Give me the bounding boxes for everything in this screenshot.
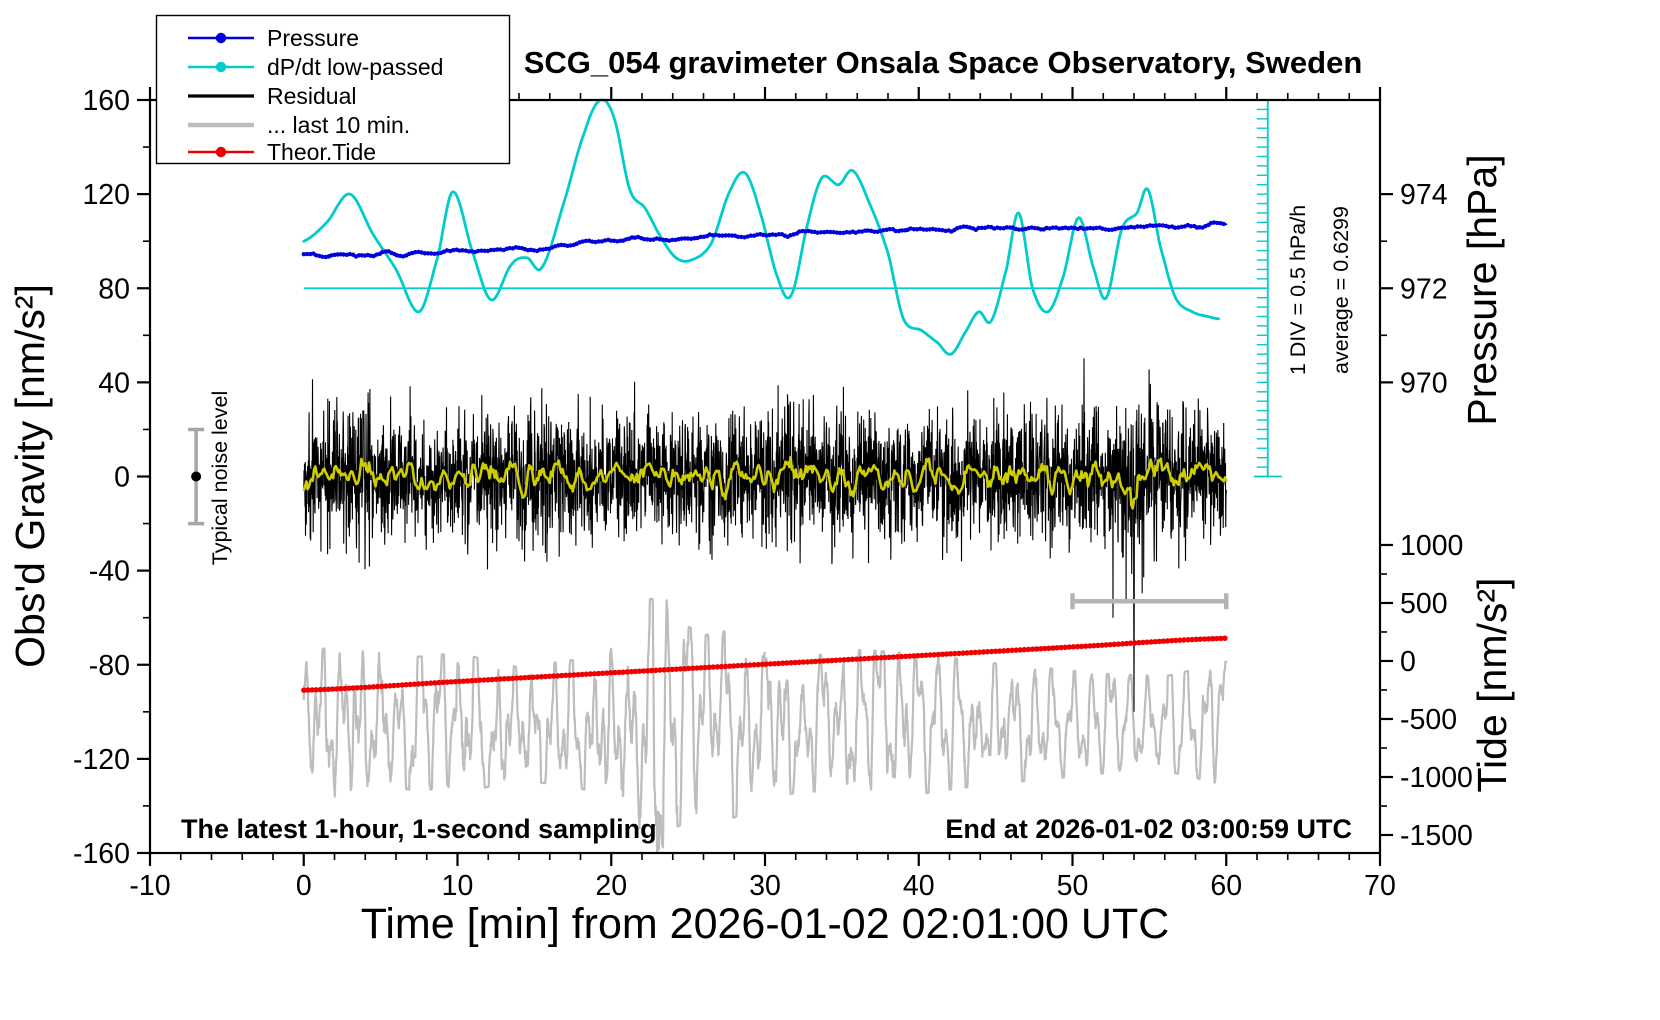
gravity-tick-label: 80 bbox=[98, 273, 130, 305]
noise-errorbar-dot bbox=[191, 471, 202, 482]
x-tick-label: 60 bbox=[1210, 870, 1242, 902]
gravity-tick-label: 160 bbox=[82, 85, 130, 117]
x-axis-label: Time [min] from 2026-01-02 02:01:00 UTC bbox=[361, 900, 1170, 948]
pressure-tick-label: 970 bbox=[1400, 367, 1448, 399]
pressure-tick-label: 974 bbox=[1400, 179, 1448, 211]
x-tick-label: 50 bbox=[1057, 870, 1089, 902]
legend-dot-pressure bbox=[215, 32, 227, 44]
series-path bbox=[302, 98, 1220, 356]
x-tick-label: 70 bbox=[1364, 870, 1396, 902]
tide-axis-label: Tide [nm/s²] bbox=[1469, 578, 1515, 793]
legend-dot-tide bbox=[215, 146, 227, 158]
x-tick-label: 10 bbox=[442, 870, 474, 902]
legend-label-pressure: Pressure bbox=[267, 25, 359, 51]
legend-label-tide: Theor.Tide bbox=[267, 139, 376, 165]
x-tick-label: 20 bbox=[595, 870, 627, 902]
div-note: 1 DIV = 0.5 hPa/h bbox=[1286, 205, 1310, 375]
pressure-axis-label: Pressure [hPa] bbox=[1459, 154, 1505, 425]
series-path bbox=[302, 455, 1228, 510]
x-tick-label: 40 bbox=[903, 870, 935, 902]
gravity-tick-label: 0 bbox=[114, 462, 130, 494]
chart-title: SCG_054 gravimeter Onsala Space Observat… bbox=[524, 45, 1363, 80]
end-note: End at 2026-01-02 03:00:59 UTC bbox=[945, 814, 1352, 844]
gravity-axis-label: Obs'd Gravity [nm/s²] bbox=[7, 284, 53, 668]
tide-tick-label: -1500 bbox=[1400, 820, 1473, 852]
x-tick-label: 30 bbox=[749, 870, 781, 902]
gravity-tick-label: -160 bbox=[73, 838, 130, 870]
x-tick-label: -10 bbox=[129, 870, 170, 902]
legend-label-residual: Residual bbox=[267, 83, 357, 109]
legend-label-dpdt: dP/dt low-passed bbox=[267, 54, 443, 80]
gravity-tick-label: 120 bbox=[82, 179, 130, 211]
series-path bbox=[301, 220, 1229, 260]
legend-label-last10: ... last 10 min. bbox=[267, 112, 410, 138]
series-path bbox=[301, 635, 1229, 693]
series-path bbox=[302, 597, 1228, 855]
average-note: average = 0.6299 bbox=[1329, 206, 1353, 374]
gravity-tick-label: -120 bbox=[73, 744, 130, 776]
pressure-tick-label: 972 bbox=[1400, 273, 1448, 305]
x-tick-label: 0 bbox=[296, 870, 312, 902]
legend: Pressure dP/dt low-passed Residual ... l… bbox=[155, 14, 511, 165]
gravity-tick-label: 40 bbox=[98, 367, 130, 399]
tide-tick-label: 1000 bbox=[1400, 530, 1463, 562]
gravity-tick-label: -80 bbox=[89, 650, 130, 682]
tide-tick-label: -1000 bbox=[1400, 762, 1473, 794]
tide-tick-label: -500 bbox=[1400, 704, 1457, 736]
chart-layer bbox=[188, 98, 1282, 855]
noise-level-label: Typical noise level bbox=[208, 391, 232, 565]
sampling-note: The latest 1-hour, 1-second sampling bbox=[181, 814, 657, 844]
legend-box bbox=[155, 14, 511, 165]
tide-tick-label: 500 bbox=[1400, 588, 1448, 620]
axis-layer: -10 0 10 20 30 40 50 60 70 -160 -120 -80 -40 0 40 80 120… bbox=[73, 85, 1473, 902]
legend-dot-dpdt bbox=[215, 61, 227, 73]
tide-tick-label: 0 bbox=[1400, 646, 1416, 678]
gravity-tick-label: -40 bbox=[89, 556, 130, 588]
